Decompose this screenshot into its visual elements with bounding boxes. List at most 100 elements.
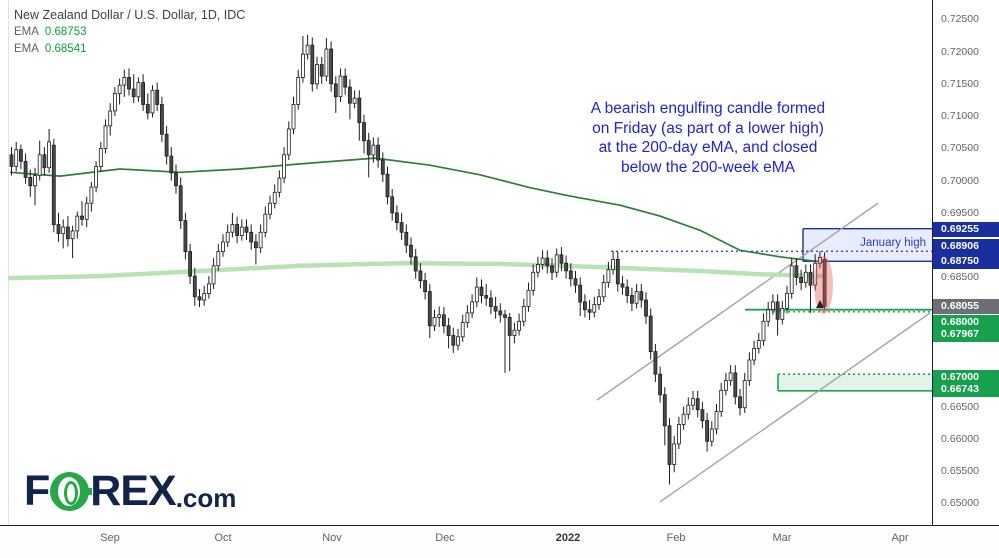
candle-169 <box>803 271 808 283</box>
candle-28 <box>141 82 146 105</box>
candle-38 <box>188 251 193 277</box>
candle-42 <box>206 283 211 294</box>
price-label-0.65500: 0.65500 <box>941 465 979 477</box>
candle-90 <box>432 316 437 327</box>
candle-25 <box>127 77 131 90</box>
candle-29 <box>145 104 150 114</box>
candle-47 <box>230 224 235 233</box>
candle-9 <box>51 144 56 225</box>
ema-200week-line <box>7 260 826 281</box>
candle-70 <box>338 75 343 98</box>
january-high-label: January high <box>860 237 926 249</box>
candle-130 <box>620 283 625 288</box>
candle-76 <box>366 140 371 156</box>
candle-149 <box>709 428 714 442</box>
candle-79 <box>380 159 385 175</box>
candle-36 <box>178 185 183 222</box>
annotation-line: on Friday (as part of a lower high) <box>592 119 824 137</box>
candle-24 <box>122 77 127 86</box>
candle-82 <box>394 212 399 223</box>
time-label-Feb: Feb <box>666 532 686 544</box>
candle-2 <box>18 149 23 162</box>
candle-16 <box>84 202 89 220</box>
candle-94 <box>451 335 456 346</box>
price-label-0.66743: 0.66743 <box>933 381 999 397</box>
candle-126 <box>601 282 606 298</box>
candle-86 <box>413 256 418 272</box>
candle-121 <box>578 284 583 303</box>
price-label-0.68500: 0.68500 <box>941 271 979 283</box>
candle-85 <box>409 244 413 258</box>
candle-141 <box>672 443 677 465</box>
candle-136 <box>648 315 653 353</box>
candle-164 <box>780 307 785 320</box>
time-label-Oct: Oct <box>214 532 232 544</box>
logo-letter-f: F <box>24 467 50 515</box>
analysis-annotation: A bearish engulfing candle formed on Fri… <box>545 99 871 177</box>
candle-4 <box>28 176 33 187</box>
candle-61 <box>296 77 301 105</box>
candle-78 <box>376 144 381 161</box>
candle-163 <box>775 301 780 320</box>
candle-144 <box>686 404 691 415</box>
candle-15 <box>80 215 84 220</box>
arrow-marker-icon <box>816 300 824 308</box>
candle-145 <box>691 398 695 406</box>
candle-13 <box>70 230 75 240</box>
candle-52 <box>253 241 258 249</box>
time-axis[interactable]: Sep Oct Nov Dec 2022 Feb Mar Apr <box>0 526 999 558</box>
candle-0 <box>9 154 14 167</box>
candle-128 <box>611 258 615 271</box>
candle-112 <box>536 264 540 273</box>
candle-69 <box>333 83 338 98</box>
candle-98 <box>470 301 475 314</box>
price-label-0.72500: 0.72500 <box>941 13 979 25</box>
price-label-0.67967: 0.67967 <box>933 326 999 342</box>
candle-100 <box>479 286 484 296</box>
candle-148 <box>705 420 709 442</box>
logo-dotcom: .com <box>175 483 237 513</box>
candle-97 <box>465 312 470 323</box>
price-label-0.71500: 0.71500 <box>941 78 979 90</box>
annotation-line: below the 200-week eMA <box>620 158 796 176</box>
candle-114 <box>545 257 550 267</box>
time-label-Sep: Sep <box>100 532 120 544</box>
candle-161 <box>766 309 771 322</box>
candle-173 <box>822 258 827 307</box>
candle-167 <box>794 265 799 278</box>
candle-39 <box>192 275 197 298</box>
candle-172 <box>818 256 822 264</box>
candle-66 <box>319 64 324 77</box>
candle-33 <box>164 133 169 157</box>
candle-19 <box>98 147 103 167</box>
price-axis[interactable]: 0.72500 0.72000 0.71500 0.71000 0.70500 0.700… <box>933 0 999 525</box>
price-label-0.68000: 0.68000 <box>933 314 999 330</box>
candle-131 <box>625 286 630 296</box>
logo-o-icon <box>50 471 93 511</box>
price-label-0.68906: 0.68906 <box>933 238 999 254</box>
candle-1 <box>14 149 19 167</box>
candle-37 <box>183 220 188 253</box>
candle-110 <box>526 289 531 307</box>
candle-77 <box>371 144 376 156</box>
candle-63 <box>305 44 310 55</box>
candle-72 <box>347 86 352 104</box>
candle-87 <box>418 270 423 282</box>
price-label-0.68750: 0.68750 <box>933 253 999 269</box>
candle-55 <box>268 202 272 215</box>
candle-160 <box>761 320 766 342</box>
candle-12 <box>66 226 70 240</box>
candle-108 <box>517 320 521 331</box>
candle-95 <box>456 336 460 346</box>
candle-139 <box>662 394 667 427</box>
candle-143 <box>681 413 686 425</box>
ema2-label: EMA <box>14 43 39 55</box>
candle-96 <box>460 322 465 338</box>
candle-154 <box>733 372 738 398</box>
candle-162 <box>771 301 775 310</box>
forex-com-logo: F REX .com <box>24 466 236 516</box>
candle-152 <box>724 380 728 391</box>
price-label-0.66500: 0.66500 <box>941 401 979 413</box>
